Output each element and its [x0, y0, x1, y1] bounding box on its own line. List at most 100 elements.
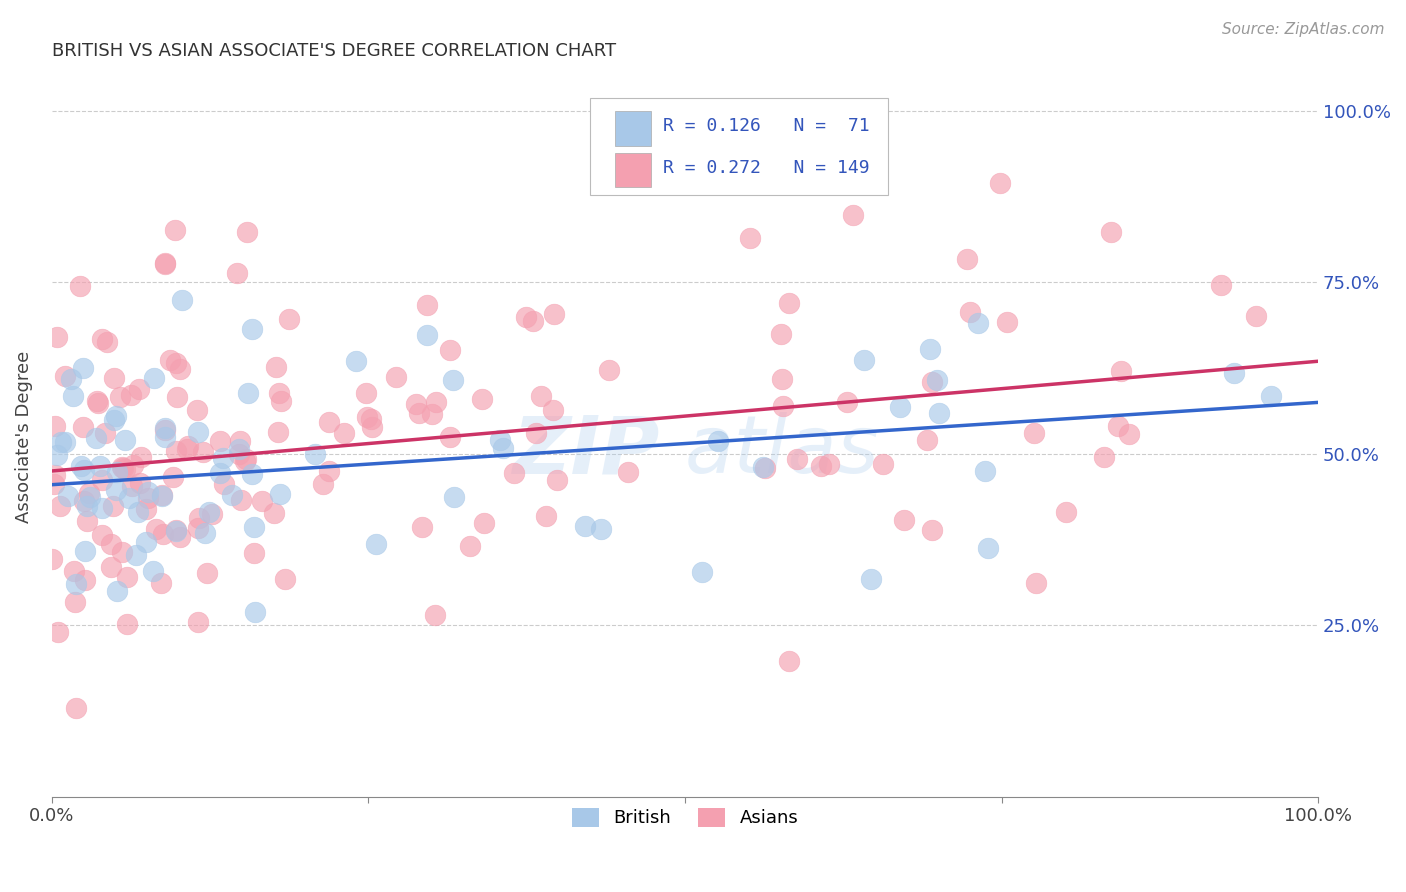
Point [128, 382, 150, 396]
Point [264, 360, 287, 375]
Point [91, 501, 114, 516]
Point [439, 430, 461, 444]
Point [842, 208, 865, 222]
Point [155, 423, 177, 437]
Point [889, 401, 911, 415]
Point [225, 267, 247, 281]
Point [163, 223, 186, 237]
Point [250, 494, 273, 508]
Point [77, 486, 100, 500]
Point [135, 502, 157, 516]
Point [46, 624, 69, 639]
Point [415, 327, 437, 342]
Text: Source: ZipAtlas.com: Source: ZipAtlas.com [1222, 22, 1385, 37]
Point [1092, 450, 1115, 464]
Point [44, 476, 66, 491]
Point [589, 522, 612, 536]
Point [1054, 505, 1077, 519]
Point [187, 511, 209, 525]
Point [356, 409, 378, 424]
Point [108, 390, 131, 404]
Point [502, 466, 524, 480]
Point [145, 522, 167, 536]
Point [60, 372, 83, 386]
Point [131, 450, 153, 464]
Point [405, 397, 427, 411]
Point [104, 483, 127, 498]
Point [166, 390, 188, 404]
Point [360, 412, 382, 426]
Point [69, 279, 91, 293]
Point [893, 512, 915, 526]
Point [472, 516, 495, 530]
Text: R = 0.126   N =  71: R = 0.126 N = 71 [664, 117, 870, 135]
Point [212, 476, 235, 491]
Point [918, 342, 941, 356]
Point [1107, 419, 1129, 434]
Point [159, 353, 181, 368]
Point [150, 489, 173, 503]
Point [103, 370, 125, 384]
Point [835, 395, 858, 409]
Point [1118, 427, 1140, 442]
Point [541, 403, 564, 417]
Point [76, 514, 98, 528]
Point [751, 460, 773, 475]
Point [125, 548, 148, 562]
Point [852, 353, 875, 368]
Y-axis label: Associate's Degree: Associate's Degree [15, 351, 32, 523]
FancyBboxPatch shape [616, 112, 651, 146]
Point [240, 467, 263, 482]
Point [263, 507, 285, 521]
Point [1223, 366, 1246, 380]
Point [209, 434, 232, 449]
Point [740, 231, 762, 245]
Point [411, 520, 433, 534]
Point [84, 432, 107, 446]
Point [974, 464, 997, 478]
Point [443, 490, 465, 504]
Point [101, 499, 124, 513]
Point [117, 570, 139, 584]
Point [1244, 309, 1267, 323]
Point [778, 654, 800, 668]
Point [201, 507, 224, 521]
Point [269, 386, 291, 401]
Point [221, 487, 243, 501]
Point [105, 584, 128, 599]
Point [169, 362, 191, 376]
Point [543, 308, 565, 322]
Point [169, 530, 191, 544]
Point [872, 457, 894, 471]
Point [818, 458, 841, 472]
Point [150, 488, 173, 502]
Point [79, 490, 101, 504]
Point [194, 525, 217, 540]
Point [574, 518, 596, 533]
Point [72, 420, 94, 434]
Point [65, 576, 87, 591]
Point [754, 460, 776, 475]
Point [976, 541, 998, 556]
FancyBboxPatch shape [591, 98, 887, 195]
Point [786, 452, 808, 467]
Point [441, 373, 464, 387]
Point [51, 435, 73, 450]
Point [153, 256, 176, 270]
Point [344, 354, 367, 368]
Point [91, 527, 114, 541]
Point [111, 460, 134, 475]
Point [770, 371, 793, 385]
Point [415, 298, 437, 312]
Point [114, 462, 136, 476]
Point [425, 395, 447, 409]
Point [243, 605, 266, 619]
Point [187, 615, 209, 629]
Point [1211, 277, 1233, 292]
Point [243, 520, 266, 534]
Point [235, 452, 257, 467]
Point [41, 552, 63, 566]
Point [91, 332, 114, 346]
Point [488, 434, 510, 448]
Point [925, 374, 948, 388]
